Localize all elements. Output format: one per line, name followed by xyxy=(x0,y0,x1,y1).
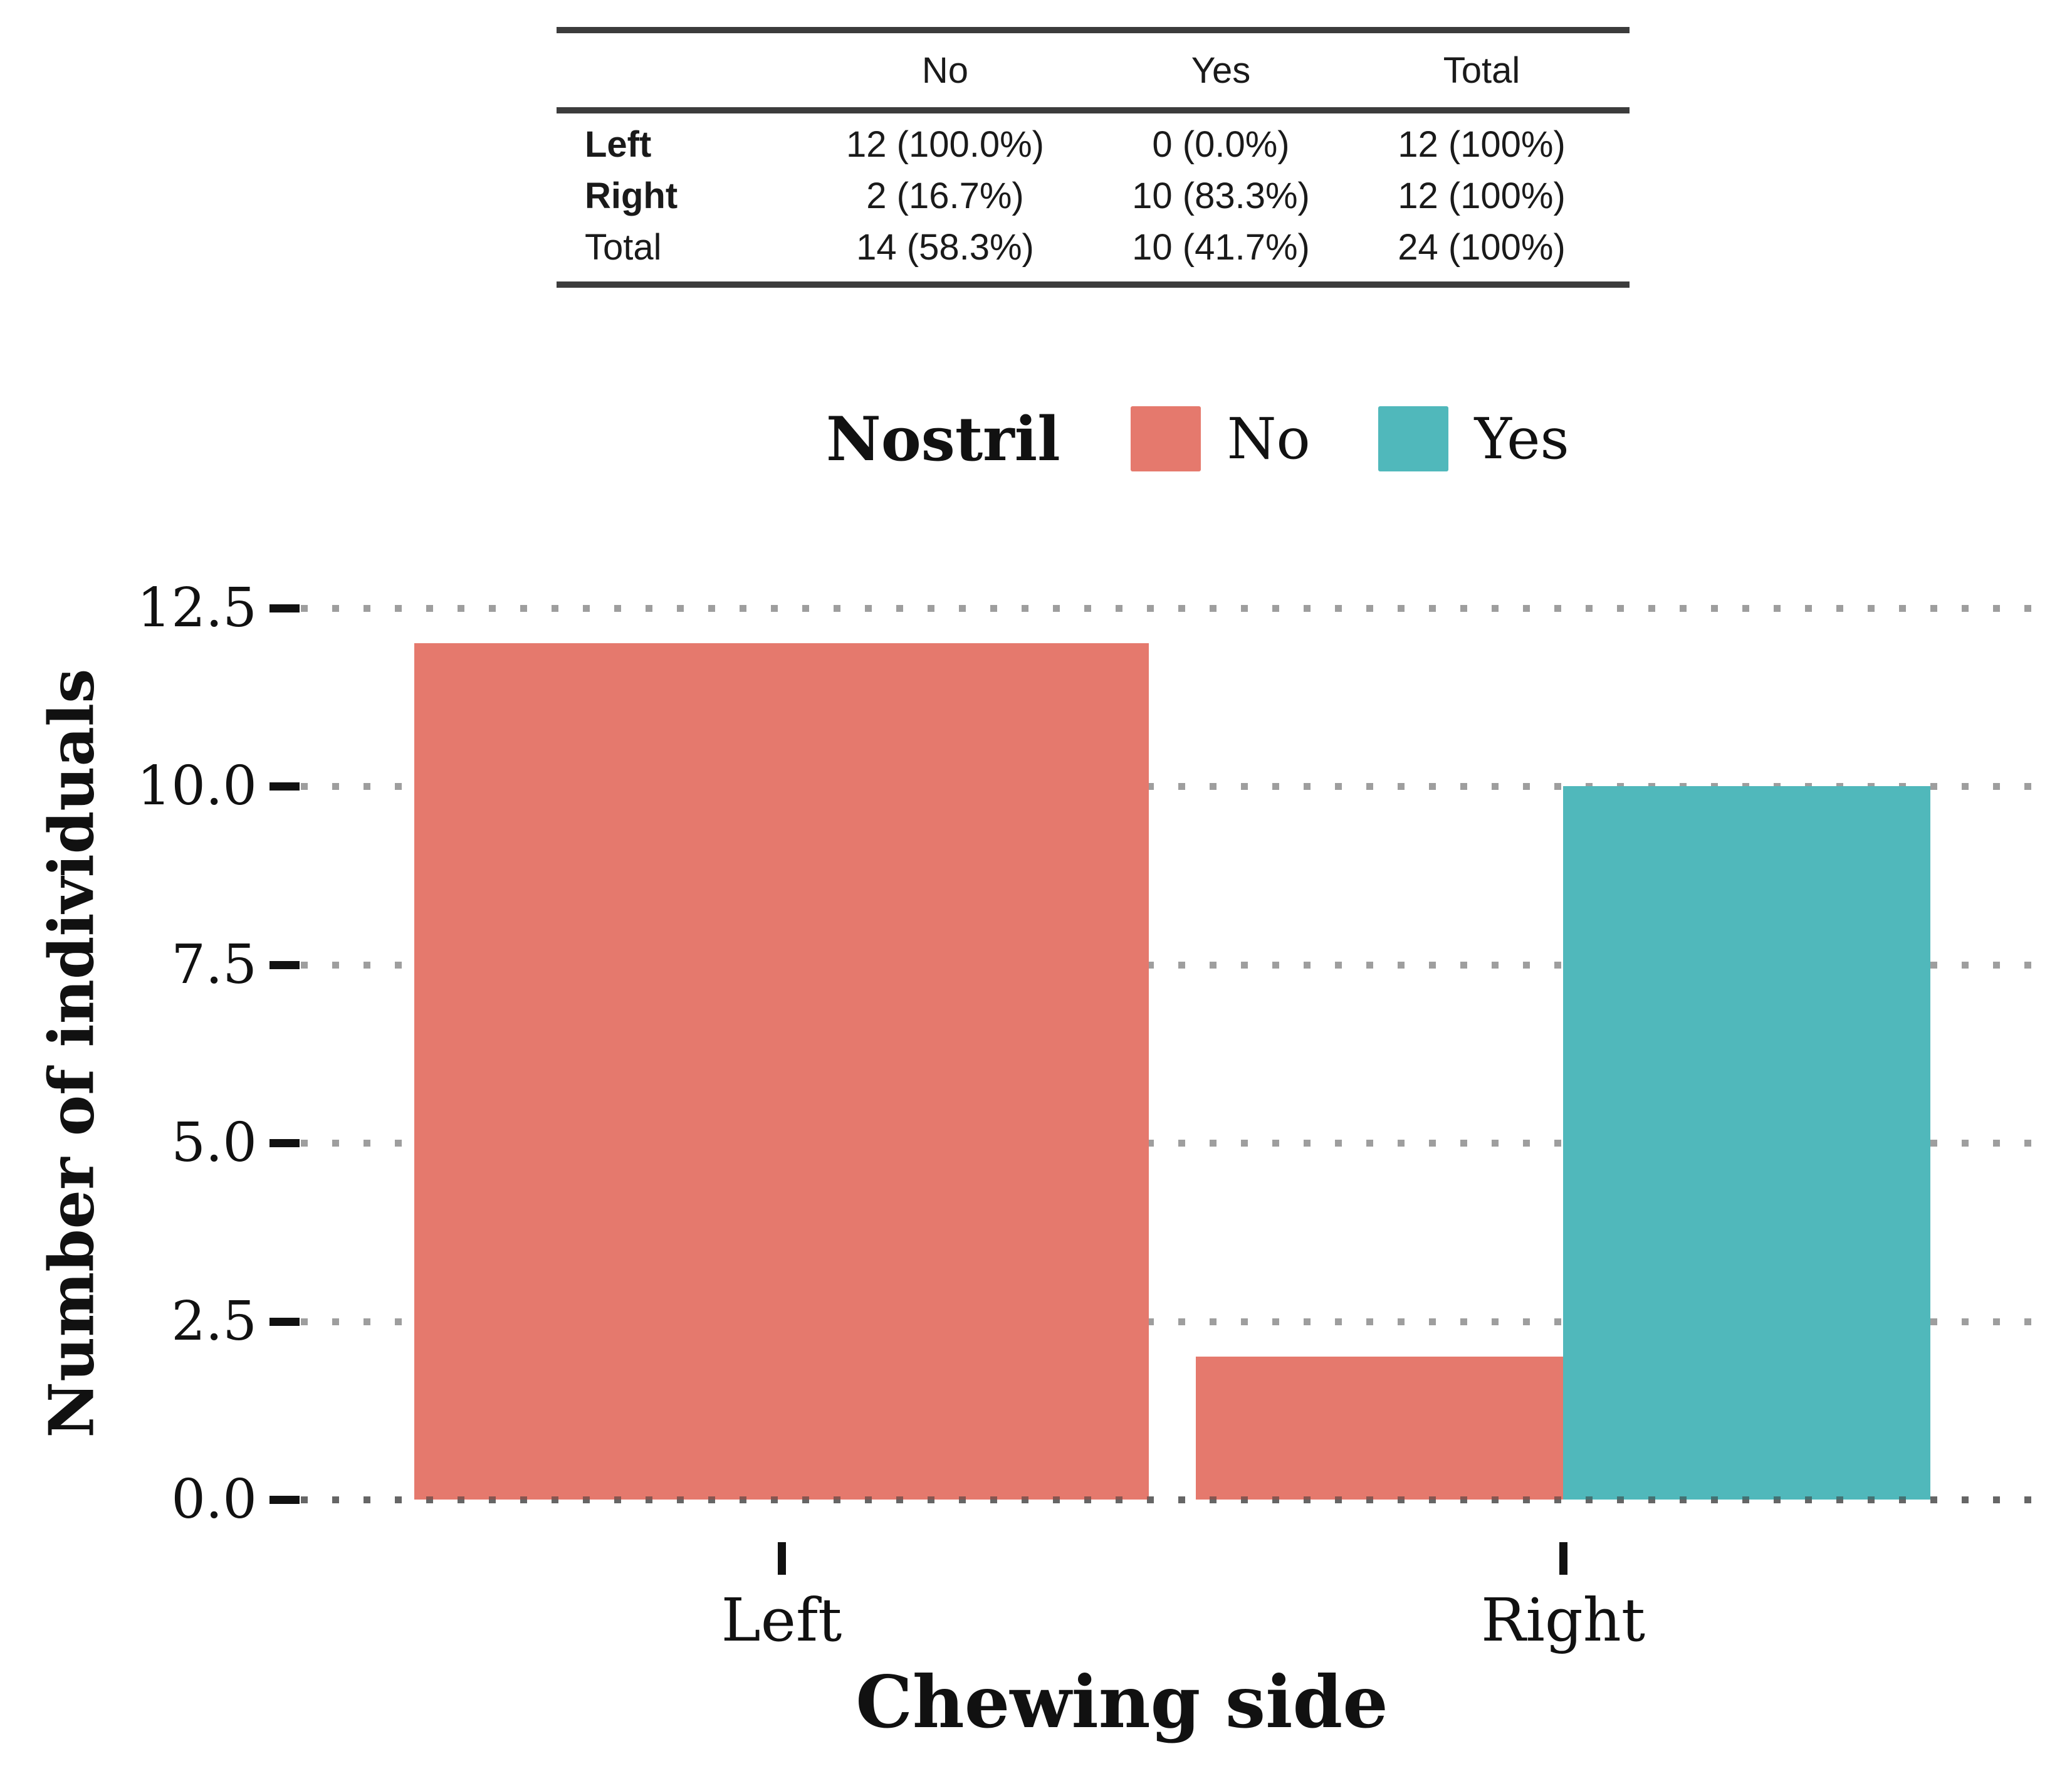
table-cell: 12 (100%) xyxy=(1398,175,1566,216)
legend-swatch-yes xyxy=(1378,406,1448,471)
table-cell: 12 (100%) xyxy=(1398,123,1566,165)
y-tick-label-2.5: 2.5 xyxy=(171,1290,257,1353)
x-tick-right xyxy=(1559,1542,1567,1575)
table-header-total: Total xyxy=(1443,50,1520,91)
legend-label-no: No xyxy=(1227,406,1311,472)
y-tick-0.0 xyxy=(269,1496,300,1504)
bar-right-no xyxy=(1196,1357,1563,1500)
bar-left-no xyxy=(414,643,1149,1500)
gridline-5.0 xyxy=(301,1140,2037,1147)
y-tick-10.0 xyxy=(269,782,300,791)
gridline-10.0 xyxy=(301,783,2037,790)
legend-label-yes: Yes xyxy=(1474,406,1569,472)
table-cell: 10 (83.3%) xyxy=(1132,175,1310,216)
x-tick-label-left: Left xyxy=(721,1586,842,1655)
legend-entry-yes: Yes xyxy=(1378,406,1569,472)
y-tick-label-5.0: 5.0 xyxy=(171,1111,257,1174)
legend-entry-no: No xyxy=(1130,406,1311,472)
table-cell: 24 (100%) xyxy=(1398,226,1566,268)
y-tick-7.5 xyxy=(269,960,300,969)
table-cell: 2 (16.7%) xyxy=(866,175,1024,216)
table-header-yes: Yes xyxy=(1191,50,1251,91)
y-tick-2.5 xyxy=(269,1317,300,1326)
bar-right-yes xyxy=(1563,786,1930,1500)
y-tick-label-7.5: 7.5 xyxy=(171,933,257,996)
table-header-no: No xyxy=(921,50,969,91)
gridline-12.5 xyxy=(301,604,2037,612)
x-tick-label-right: Right xyxy=(1480,1586,1646,1655)
table-cell: 12 (100.0%) xyxy=(846,123,1044,165)
table-row-label: Right xyxy=(585,175,678,216)
table-cell: 14 (58.3%) xyxy=(856,226,1034,268)
table-row-label: Total xyxy=(585,226,662,268)
gridline-2.5 xyxy=(301,1318,2037,1325)
chart-legend: Nostril No Yes xyxy=(826,403,1569,475)
table-row: Right 2 (16.7%) 10 (83.3%) 12 (100%) xyxy=(557,170,1630,221)
table-cell: 0 (0.0%) xyxy=(1152,123,1290,165)
table-spacer xyxy=(557,273,1630,281)
table-row-label: Left xyxy=(585,123,652,165)
y-tick-12.5 xyxy=(269,604,300,612)
table-cell: 10 (41.7%) xyxy=(1132,226,1310,268)
x-tick-left xyxy=(778,1542,786,1575)
y-tick-label-10.0: 10.0 xyxy=(137,755,257,817)
table-top-rule xyxy=(557,27,1630,33)
table-header-row: No Yes Total xyxy=(557,33,1630,107)
table-row: Total 14 (58.3%) 10 (41.7%) 24 (100%) xyxy=(557,221,1630,273)
baseline-gridline-overlay xyxy=(301,1496,2037,1503)
table-mid-rule xyxy=(557,107,1630,113)
legend-swatch-no xyxy=(1130,406,1201,471)
table-body: Left 12 (100.0%) 0 (0.0%) 12 (100%) Right 2 (… xyxy=(557,118,1630,273)
legend-title: Nostril xyxy=(826,403,1060,475)
y-tick-label-12.5: 12.5 xyxy=(137,576,257,639)
y-tick-label-0.0: 0.0 xyxy=(171,1468,257,1531)
contingency-table: No Yes Total Left 12 (100.0%) 0 (0.0%) 12 (10… xyxy=(557,27,1630,288)
table-row: Left 12 (100.0%) 0 (0.0%) 12 (100%) xyxy=(557,118,1630,170)
table-spacer xyxy=(557,113,1630,118)
table-bottom-rule xyxy=(557,281,1630,288)
gridline-7.5 xyxy=(301,961,2037,969)
y-tick-5.0 xyxy=(269,1139,300,1147)
x-axis-title: Chewing side xyxy=(855,1660,1388,1744)
